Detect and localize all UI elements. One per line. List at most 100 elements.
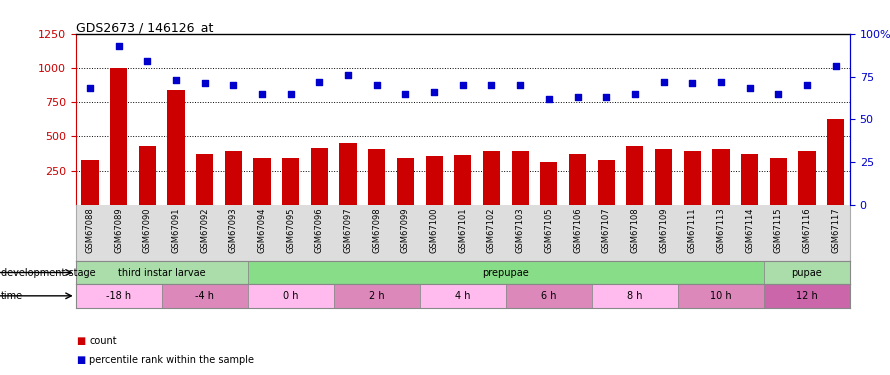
Bar	[368, 149, 385, 205]
Text: ■: ■	[76, 355, 85, 365]
Point	[742, 86, 756, 92]
Point	[312, 79, 327, 85]
Text: 10 h: 10 h	[710, 291, 732, 301]
Bar	[655, 149, 672, 205]
Text: GSM67105: GSM67105	[545, 208, 554, 253]
Point	[141, 58, 155, 64]
Bar	[454, 155, 472, 205]
Point	[169, 77, 183, 83]
Bar	[334, 284, 420, 308]
Bar	[282, 158, 299, 205]
Text: 6 h: 6 h	[541, 291, 556, 301]
Point	[369, 82, 384, 88]
Text: GSM67100: GSM67100	[430, 208, 439, 253]
Bar	[311, 148, 328, 205]
Bar	[247, 284, 334, 308]
Point	[657, 79, 671, 85]
Text: 2 h: 2 h	[369, 291, 384, 301]
Text: GSM67111: GSM67111	[688, 208, 697, 253]
Point	[456, 82, 470, 88]
Text: 4 h: 4 h	[455, 291, 471, 301]
Text: GSM67091: GSM67091	[172, 208, 181, 253]
Bar	[827, 118, 845, 205]
Text: GSM67093: GSM67093	[229, 208, 238, 253]
Bar	[512, 152, 529, 205]
Bar	[798, 151, 815, 205]
Text: ■: ■	[76, 336, 85, 346]
Bar	[764, 284, 850, 308]
Point	[599, 94, 613, 100]
Text: pupae: pupae	[791, 267, 822, 278]
Text: GSM67108: GSM67108	[630, 208, 639, 253]
Text: GSM67092: GSM67092	[200, 208, 209, 253]
Point	[284, 91, 298, 97]
Bar	[76, 284, 162, 308]
Bar	[569, 153, 587, 205]
Point	[198, 80, 212, 86]
Point	[542, 96, 556, 102]
Point	[399, 91, 413, 97]
Text: 0 h: 0 h	[283, 291, 298, 301]
Text: GSM67089: GSM67089	[114, 208, 123, 253]
Text: GSM67103: GSM67103	[515, 208, 525, 253]
Bar	[110, 68, 127, 205]
Bar	[420, 284, 506, 308]
Point	[341, 72, 355, 78]
Bar	[339, 143, 357, 205]
Bar	[627, 146, 643, 205]
Bar	[684, 151, 700, 205]
Text: GSM67088: GSM67088	[85, 208, 94, 254]
Bar	[247, 261, 764, 284]
Text: GSM67116: GSM67116	[803, 208, 812, 253]
Text: time: time	[1, 291, 23, 301]
Text: GSM67102: GSM67102	[487, 208, 496, 253]
Point	[226, 82, 240, 88]
Bar	[770, 158, 787, 205]
Text: GSM67090: GSM67090	[142, 208, 152, 253]
Bar	[425, 156, 442, 205]
Text: GSM67101: GSM67101	[458, 208, 467, 253]
Point	[570, 94, 585, 100]
Text: percentile rank within the sample: percentile rank within the sample	[89, 355, 254, 365]
Point	[627, 91, 642, 97]
Bar	[81, 160, 99, 205]
Text: GSM67114: GSM67114	[745, 208, 754, 253]
Text: GSM67096: GSM67096	[315, 208, 324, 253]
Point	[685, 80, 700, 86]
Bar	[196, 153, 214, 205]
Bar	[139, 146, 156, 205]
Text: GSM67095: GSM67095	[287, 208, 295, 253]
Bar	[397, 158, 414, 205]
Point	[771, 91, 785, 97]
Bar	[592, 284, 678, 308]
Bar	[167, 90, 184, 205]
Point	[800, 82, 814, 88]
Point	[255, 91, 269, 97]
Bar	[162, 284, 247, 308]
Text: GSM67109: GSM67109	[659, 208, 668, 253]
Bar	[597, 160, 615, 205]
Bar	[540, 162, 557, 205]
Bar	[483, 152, 500, 205]
Point	[111, 43, 125, 49]
Text: count: count	[89, 336, 117, 346]
Bar	[254, 158, 271, 205]
Text: -18 h: -18 h	[106, 291, 131, 301]
Bar	[506, 284, 592, 308]
Text: -4 h: -4 h	[195, 291, 214, 301]
Bar	[76, 261, 247, 284]
Text: development stage: development stage	[1, 267, 95, 278]
Point	[484, 82, 498, 88]
Point	[427, 89, 441, 95]
Text: GSM67115: GSM67115	[773, 208, 783, 253]
Bar	[764, 261, 850, 284]
Text: third instar larvae: third instar larvae	[117, 267, 206, 278]
Point	[513, 82, 527, 88]
Text: 8 h: 8 h	[627, 291, 643, 301]
Text: GSM67099: GSM67099	[400, 208, 410, 253]
Text: prepupae: prepupae	[482, 267, 530, 278]
Text: GSM67094: GSM67094	[257, 208, 267, 253]
Bar	[741, 153, 758, 205]
Text: GSM67106: GSM67106	[573, 208, 582, 253]
Text: GSM67097: GSM67097	[344, 208, 352, 253]
